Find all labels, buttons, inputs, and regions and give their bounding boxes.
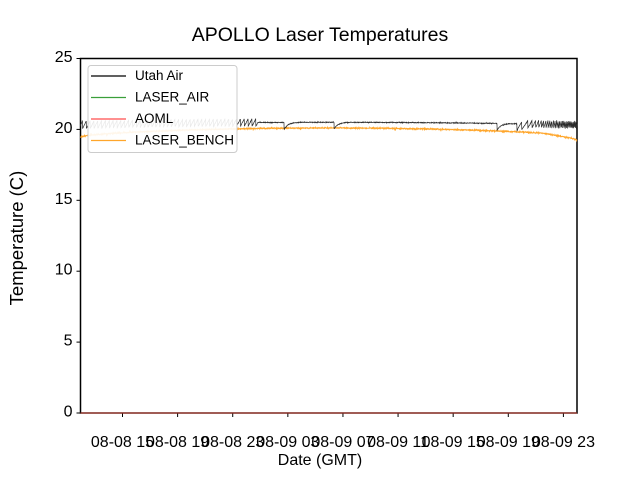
svg-text:08-09 23: 08-09 23	[532, 434, 595, 451]
svg-text:08-09 11: 08-09 11	[367, 434, 429, 451]
svg-text:08-08 19: 08-08 19	[146, 434, 209, 451]
svg-text:LASER_AIR: LASER_AIR	[135, 90, 210, 105]
svg-text:25: 25	[55, 49, 73, 66]
svg-text:15: 15	[55, 191, 73, 208]
svg-text:Utah Air: Utah Air	[135, 68, 184, 83]
svg-text:LASER_BENCH: LASER_BENCH	[135, 133, 234, 148]
svg-text:AOML: AOML	[135, 111, 174, 126]
svg-text:0: 0	[64, 404, 73, 421]
svg-text:08-09 07: 08-09 07	[311, 434, 374, 451]
svg-text:08-09 03: 08-09 03	[256, 434, 319, 451]
svg-text:08-08 15: 08-08 15	[91, 434, 154, 451]
svg-text:08-08 23: 08-08 23	[201, 434, 264, 451]
svg-text:08-09 15: 08-09 15	[422, 434, 485, 451]
svg-text:20: 20	[55, 120, 73, 137]
svg-text:10: 10	[55, 262, 73, 279]
svg-text:08-09 19: 08-09 19	[477, 434, 540, 451]
svg-text:5: 5	[64, 333, 73, 350]
